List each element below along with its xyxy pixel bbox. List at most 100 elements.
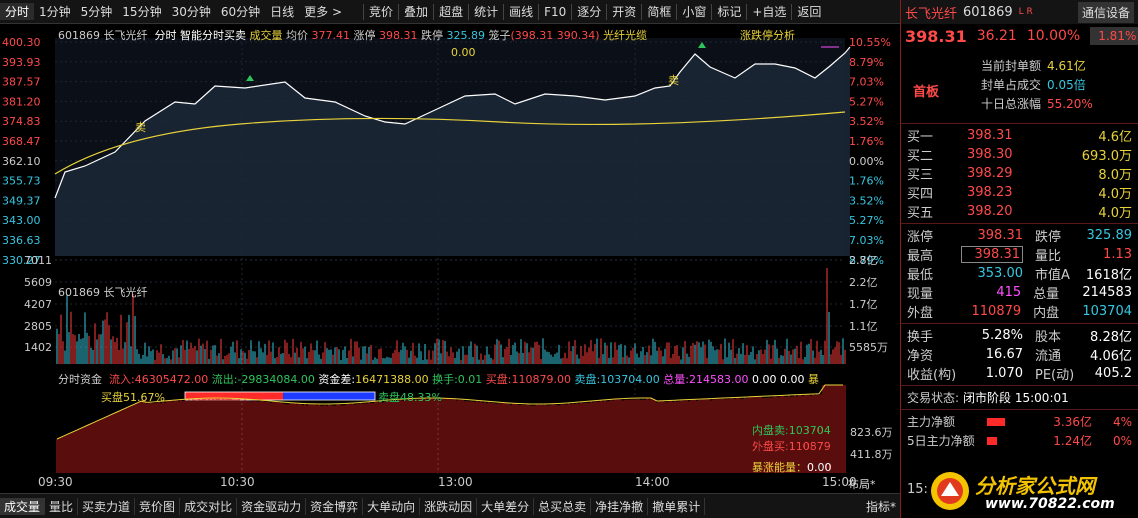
pct-tick: 8.79% [849, 56, 884, 69]
indicator-tab-2[interactable]: 买卖力道 [78, 497, 136, 515]
sell-label: 卖盘: [574, 373, 601, 386]
indicator-tab-7[interactable]: 大单动向 [363, 497, 421, 515]
toolbar-separator [363, 3, 365, 20]
indicator-tab-5[interactable]: 资金驱动力 [237, 497, 307, 515]
turnover-label: 换手: [432, 373, 458, 386]
price-tick: 381.20 [2, 95, 41, 108]
trade-status: 交易状态: 闭市阶段 15:00:01 [901, 388, 1138, 407]
stat-value: 353.00 [977, 266, 1024, 281]
period-tab-4[interactable]: 30分钟 [171, 5, 211, 19]
tool-button-3[interactable]: 统计 [474, 5, 499, 19]
tool-button-6[interactable]: 逐分 [577, 5, 602, 19]
indicator-tab-1[interactable]: 量比 [45, 497, 79, 515]
period-tab-0[interactable]: 分时 [0, 3, 35, 20]
volume-amount-tick: 5585万 [849, 341, 888, 354]
toolbar-separator [468, 3, 470, 20]
period-tab-7[interactable]: 更多 > [304, 5, 343, 19]
order-price: 398.30 [967, 147, 1013, 162]
period-tab-3[interactable]: 15分钟 [122, 5, 162, 19]
layout-button[interactable]: 布局* [848, 478, 876, 491]
time-label-3: 14:00 [635, 475, 670, 489]
buy-arrow-icon [698, 42, 706, 48]
price-tick: 387.57 [2, 76, 41, 89]
sell-ratio-bar [283, 392, 375, 400]
stat-label: 换手 [907, 330, 934, 345]
order-row[interactable]: 买一 398.31 4.6亿 [901, 126, 1138, 145]
stat-label: 净资 [907, 349, 934, 364]
order-row[interactable]: 买五 398.20 4.0万 [901, 202, 1138, 221]
main-flow-label: 主力净额 [907, 415, 956, 429]
volume-amount-tick: 1.7亿 [849, 298, 878, 311]
period-tab-2[interactable]: 5分钟 [80, 5, 113, 19]
stat-value: 5.28% [981, 328, 1023, 343]
diff-label: 资金差: [318, 373, 356, 386]
order-volume: 4.0万 [1098, 206, 1132, 221]
order-price: 398.29 [967, 166, 1013, 181]
indicator-tab-12[interactable]: 撤单累计 [648, 497, 706, 515]
tool-button-0[interactable]: 竞价 [369, 5, 394, 19]
order-row[interactable]: 买三 398.29 8.0万 [901, 164, 1138, 183]
indicator-tab-9[interactable]: 大单差分 [477, 497, 535, 515]
pct-tick: 7.03% [849, 234, 884, 247]
panel-pct: 10.00% [1026, 28, 1081, 44]
sector-pct: 1.81% [1090, 27, 1138, 45]
tool-button-1[interactable]: 叠加 [404, 5, 429, 19]
storm-energy-value: 0.00 [807, 461, 832, 474]
tool-button-8[interactable]: 简框 [647, 5, 672, 19]
period-tab-1[interactable]: 1分钟 [39, 5, 71, 19]
toolbar-separator [711, 3, 713, 20]
stats-row: 涨停 398.31 跌停 325.89 [901, 226, 1138, 245]
turnover-value: 0.01 [457, 373, 483, 386]
stat-label-2: 跌停 [1035, 230, 1062, 245]
indicator-menu-button[interactable]: 指标* [865, 499, 896, 514]
tool-button-10[interactable]: 标记 [717, 5, 742, 19]
tool-button-2[interactable]: 超盘 [439, 5, 464, 19]
industry-button[interactable]: 通信设备 [1077, 1, 1134, 23]
indicator-tab-0[interactable]: 成交量 [0, 497, 46, 515]
toolbar-separator [433, 3, 435, 20]
limit-down-value: 325.89 [446, 29, 486, 42]
intraday-chart[interactable]: 400.30 10.55% 393.93 8.79% 387.57 7.03% 381.20… [0, 24, 900, 476]
ten-day-label: 十日总涨幅 [981, 97, 1042, 111]
tool-button-11[interactable]: +自选 [752, 5, 787, 19]
ten-day-row: 十日总涨幅 55.20% [901, 94, 1138, 113]
status-value: 闭市阶段 15:00:01 [963, 391, 1069, 405]
price-area [55, 47, 850, 256]
fund-axis-2: 411.8万 [850, 448, 893, 461]
indicator-title: 智能分时买卖 [180, 29, 246, 42]
pct-tick: 3.52% [849, 194, 884, 207]
order-label: 买五 [907, 206, 934, 221]
indicator-tab-3[interactable]: 竞价图 [135, 497, 181, 515]
volume-amount-tick: 2.8亿 [849, 254, 878, 267]
order-row[interactable]: 买二 398.30 693.0万 [901, 145, 1138, 164]
outer-buy-label: 外盘买:110879 [752, 440, 831, 453]
five-day-value: 1.24亿 [1053, 434, 1092, 448]
buy-ratio-bar [185, 392, 284, 400]
stat-value: 16.67 [985, 347, 1023, 362]
tool-button-12[interactable]: 返回 [797, 5, 822, 19]
stat-value-2: 214583 [1082, 285, 1132, 300]
five-day-label: 5日主力净额 [907, 434, 975, 448]
indicator-tab-10[interactable]: 总买总卖 [534, 497, 592, 515]
tool-button-5[interactable]: F10 [544, 4, 567, 19]
panel-tag: L R [1018, 7, 1033, 17]
indicator-tab-11[interactable]: 净挂净撤 [591, 497, 649, 515]
fund-line [56, 384, 843, 440]
period-tab-5[interactable]: 60分钟 [220, 5, 261, 19]
indicator-tab-8[interactable]: 涨跌动因 [420, 497, 478, 515]
panel-price: 398.31 [905, 26, 967, 46]
buy-value: 110879.00 [511, 373, 572, 386]
indicator-tab-6[interactable]: 资金博弈 [306, 497, 364, 515]
tool-button-7[interactable]: 开资 [612, 5, 637, 19]
stat-label: 最低 [907, 268, 934, 283]
tool-button-4[interactable]: 画线 [509, 5, 534, 19]
order-row[interactable]: 买四 398.23 4.0万 [901, 183, 1138, 202]
inner-sell-label: 内盘卖:103704 [752, 424, 831, 437]
limit-analysis-link[interactable]: 涨跌停分析 [740, 29, 795, 42]
indicator-tab-4[interactable]: 成交对比 [180, 497, 238, 515]
stat-value: 398.31 [961, 246, 1023, 263]
tool-button-9[interactable]: 小窗 [682, 5, 707, 19]
period-tab-6[interactable]: 日线 [270, 5, 295, 19]
main-flow-bar [987, 417, 1005, 426]
order-book: 买一 398.31 4.6亿 买二 398.30 693.0万 买三 398.29 8.0万 买四… [901, 126, 1138, 221]
